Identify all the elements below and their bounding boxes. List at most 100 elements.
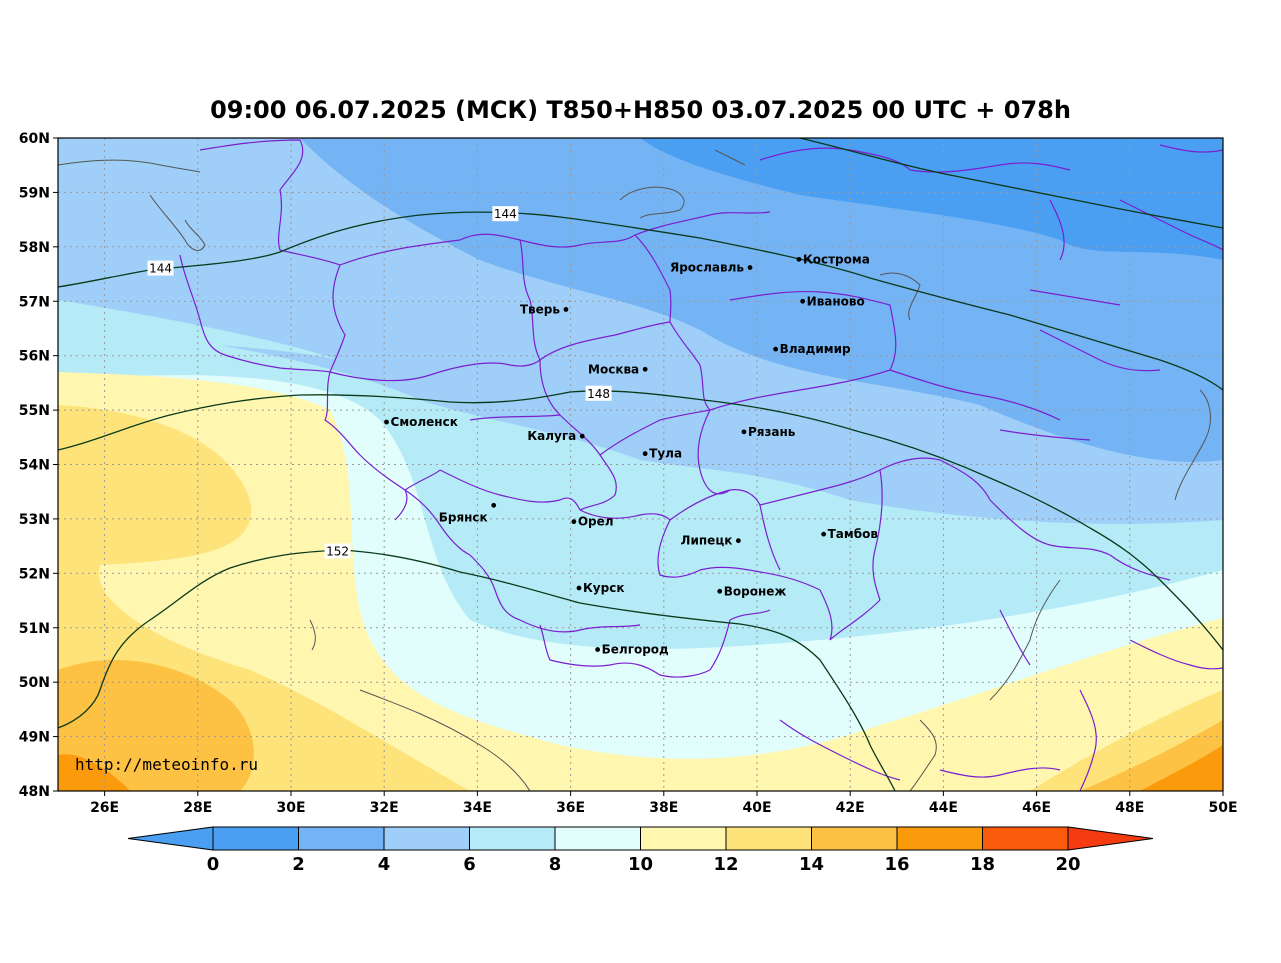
city-dot	[796, 256, 802, 262]
city-label: Орел	[578, 515, 614, 529]
colorbar-segment	[982, 826, 1069, 851]
colorbar-label: 4	[378, 854, 391, 875]
colorbar-label: 14	[799, 854, 824, 875]
lon-label: 44E	[929, 800, 958, 816]
colorbar-label: 18	[970, 854, 995, 875]
city-marker: Тверь	[520, 302, 569, 316]
city-dot	[571, 519, 577, 525]
contour-label-text: 144	[494, 207, 517, 221]
lon-label: 38E	[649, 800, 678, 816]
city-dot	[717, 588, 723, 594]
colorbar-segment	[383, 826, 470, 851]
map-grid	[58, 138, 1223, 791]
city-dot	[821, 531, 827, 537]
city-marker: Белгород	[595, 643, 669, 657]
city-label: Брянск	[439, 510, 488, 524]
cities: Кострома Ярославль Иваново Тверь Владимир Мос…	[384, 252, 878, 657]
city-marker: Тамбов	[821, 527, 878, 541]
contour-label-bg	[492, 206, 519, 222]
lon-label: 34E	[463, 800, 492, 816]
lon-label: 36E	[556, 800, 585, 816]
contour-label-text: 144	[149, 262, 172, 276]
city-label: Тула	[649, 447, 682, 461]
contour-label-bg	[585, 385, 612, 401]
city-dot	[800, 298, 806, 304]
city-label: Калуга	[527, 429, 576, 443]
colorbar-label: 0	[207, 854, 220, 875]
city-dot	[563, 307, 569, 312]
longitude-axis: 26E 28E 30E 32E 34E 36E 38E 40E 42E 44E 46E 48E 50E	[90, 791, 1238, 816]
lat-label: 51N	[19, 621, 50, 637]
colorbar-segment	[896, 826, 983, 851]
city-marker: Воронеж	[717, 584, 786, 598]
lon-label: 32E	[370, 800, 399, 816]
contour-label-text: 148	[587, 387, 610, 401]
lat-label: 52N	[19, 566, 50, 582]
city-dot	[384, 419, 389, 425]
city-marker: Калуга	[527, 429, 585, 443]
city-label: Ярославль	[670, 261, 744, 275]
colorbar-segment	[212, 826, 299, 851]
lon-label: 46E	[1022, 800, 1051, 816]
city-dot	[747, 265, 753, 270]
city-label: Белгород	[602, 643, 669, 657]
colorbar-label: 20	[1055, 854, 1080, 875]
temperature-colorbar: 0 2 4 6 8 10 12 14 16 18 20	[127, 826, 1154, 875]
contour-label: 144	[147, 260, 174, 276]
colorbar-label: 2	[292, 854, 305, 875]
city-label: Курск	[583, 581, 624, 595]
city-dot	[642, 366, 648, 372]
city-label: Рязань	[748, 425, 796, 439]
city-marker: Смоленск	[384, 415, 458, 429]
city-marker: Владимир	[773, 342, 851, 356]
city-label: Тверь	[520, 302, 561, 316]
city-dot	[773, 346, 779, 352]
city-marker: Брянск	[439, 502, 497, 524]
colorbar-segment	[298, 826, 385, 851]
contour-label: 148	[585, 385, 612, 401]
lat-label: 56N	[19, 349, 50, 365]
lon-label: 30E	[276, 800, 305, 816]
lat-label: 49N	[19, 730, 50, 746]
city-dot	[741, 429, 747, 435]
colorbar-label: 8	[549, 854, 562, 875]
lat-label: 57N	[19, 294, 50, 310]
lat-label: 53N	[19, 512, 50, 528]
lat-label: 55N	[19, 403, 50, 419]
city-label: Смоленск	[391, 415, 458, 429]
city-marker: Москва	[588, 362, 648, 376]
city-label: Воронеж	[724, 584, 787, 598]
city-dot	[491, 502, 497, 508]
colorbar-segment	[811, 826, 898, 851]
colorbar-segment	[640, 826, 727, 851]
city-marker: Липецк	[681, 534, 741, 548]
city-marker: Рязань	[741, 425, 796, 439]
city-marker: Курск	[576, 581, 624, 595]
water-features	[58, 149, 1211, 791]
city-marker: Ярославль	[670, 261, 753, 275]
city-marker: Иваново	[800, 294, 865, 308]
lon-label: 26E	[90, 800, 119, 816]
colorbar-extend-high	[1067, 826, 1154, 851]
city-marker: Кострома	[796, 252, 870, 266]
colorbar-label: 10	[628, 854, 653, 875]
city-label: Москва	[588, 362, 639, 376]
city-label: Иваново	[807, 294, 865, 308]
city-marker: Орел	[571, 515, 614, 529]
latitude-axis: 60N 59N 58N 57N 56N 55N 54N 53N 52N 51N 50N 49N 48N	[19, 131, 58, 800]
colorbar-segment	[554, 826, 641, 851]
lon-label: 50E	[1208, 800, 1237, 816]
city-marker: Тула	[642, 447, 682, 461]
region-borders	[179, 139, 1223, 791]
contour-label: 152	[324, 543, 351, 559]
contour-label-bg	[147, 260, 174, 276]
lat-label: 54N	[19, 458, 50, 474]
lon-label: 48E	[1115, 800, 1144, 816]
colorbar-segment	[469, 826, 556, 851]
city-label: Тамбов	[828, 527, 879, 541]
contour-label: 144	[492, 206, 519, 222]
city-label: Владимир	[780, 342, 851, 356]
city-dot	[576, 585, 582, 591]
colorbar-segment	[725, 826, 812, 851]
